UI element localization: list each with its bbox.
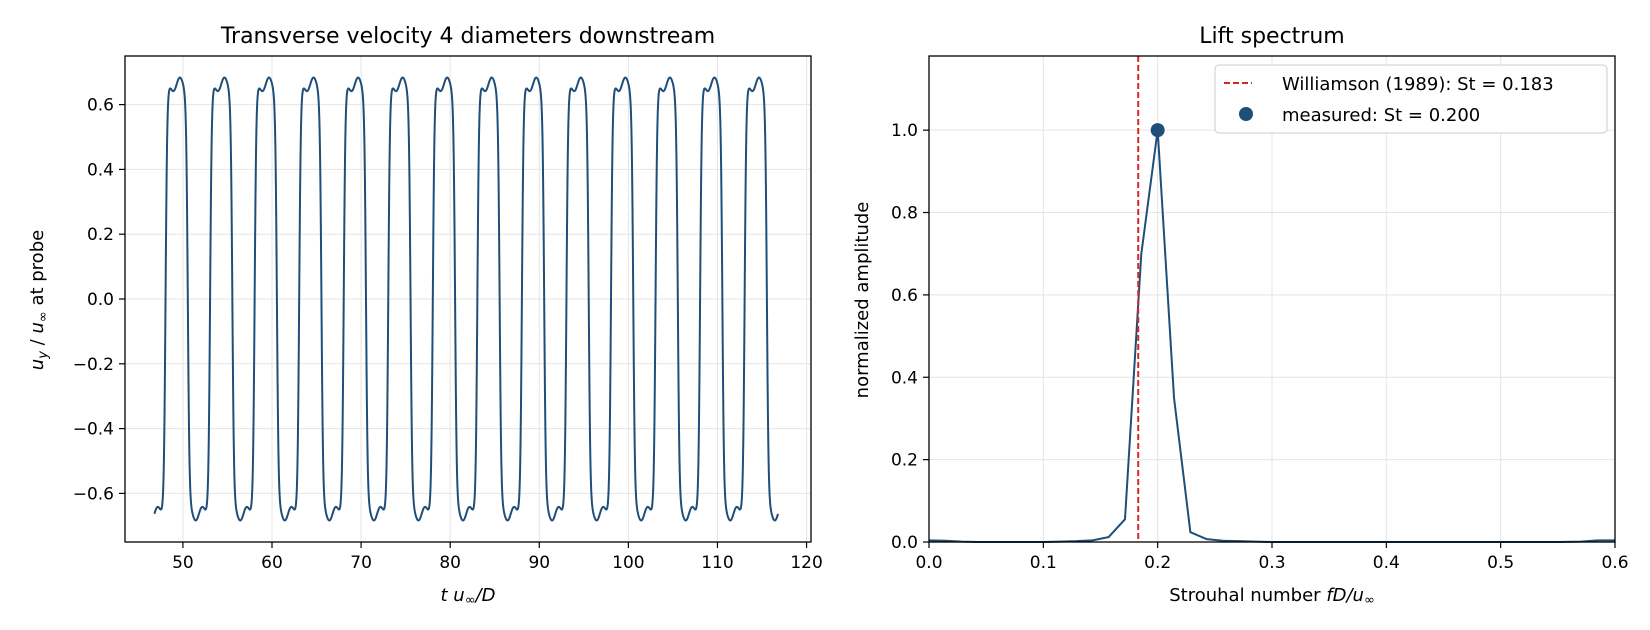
x-tick-label: 0.6 (1601, 553, 1628, 573)
measured-peak-marker (1150, 123, 1165, 138)
y-tick-label: 0.8 (891, 204, 918, 224)
legend: Williamson (1989): St = 0.183 measured: … (1214, 64, 1608, 134)
legend-marker-swatch (1239, 107, 1253, 121)
left-y-ticks: −0.6 −0.4 −0.2 0.0 0.2 0.4 0.6 (73, 96, 125, 504)
spectrum-chart: Lift spectrum 0.0 0.1 0.2 0.3 0.4 0.5 0.6 0.00… (852, 24, 1629, 608)
y-tick-label: −0.2 (73, 355, 114, 375)
y-tick-label: −0.6 (73, 484, 114, 504)
y-tick-label: −0.4 (73, 420, 114, 440)
x-tick-label: 0.4 (1373, 553, 1400, 573)
y-tick-label: 1.0 (891, 121, 918, 141)
x-tick-label: 0.2 (1144, 553, 1171, 573)
x-tick-label: 0.3 (1258, 553, 1285, 573)
left-grid (125, 56, 811, 542)
right-chart-title: Lift spectrum (1199, 24, 1344, 49)
left-x-ticks: 50 60 70 80 90 100 110 120 (172, 542, 823, 573)
x-tick-label: 110 (701, 553, 733, 573)
x-tick-label: 70 (350, 553, 372, 573)
x-tick-label: 0.5 (1487, 553, 1514, 573)
left-chart-title: Transverse velocity 4 diameters downstre… (220, 24, 715, 49)
left-x-axis-label: t u∞/D (441, 585, 496, 608)
left-series (153, 76, 779, 522)
legend-reference-label: Williamson (1989): St = 0.183 (1282, 74, 1554, 95)
y-tick-label: 0.0 (87, 290, 114, 310)
time-series-chart: Transverse velocity 4 diameters downstre… (27, 24, 823, 608)
x-tick-label: 50 (172, 553, 194, 573)
y-tick-label: 0.6 (87, 96, 114, 116)
y-tick-label: 0.0 (891, 533, 918, 553)
x-tick-label: 60 (261, 553, 283, 573)
y-tick-label: 0.6 (891, 286, 918, 306)
x-tick-label: 0.1 (1030, 553, 1057, 573)
legend-marker-label: measured: St = 0.200 (1282, 105, 1480, 126)
y-tick-label: 0.4 (87, 160, 114, 180)
x-tick-label: 0.0 (915, 553, 942, 573)
x-tick-label: 100 (612, 553, 644, 573)
right-y-ticks: 0.0 0.2 0.4 0.6 0.8 1.0 (891, 121, 929, 553)
velocity-line (153, 76, 779, 522)
legend-box (1214, 64, 1608, 134)
x-tick-label: 90 (528, 553, 550, 573)
x-tick-label: 80 (439, 553, 461, 573)
right-x-ticks: 0.0 0.1 0.2 0.3 0.4 0.5 0.6 (915, 542, 1629, 573)
x-tick-label: 120 (790, 553, 822, 573)
y-tick-label: 0.2 (87, 225, 114, 245)
y-tick-label: 0.4 (891, 368, 918, 388)
y-tick-label: 0.2 (891, 451, 918, 471)
right-y-axis-label: normalized amplitude (852, 202, 873, 399)
right-x-axis-label: Strouhal number fD/u∞ (1169, 585, 1375, 608)
left-y-axis-label: uy / u∞ at probe (27, 230, 51, 370)
